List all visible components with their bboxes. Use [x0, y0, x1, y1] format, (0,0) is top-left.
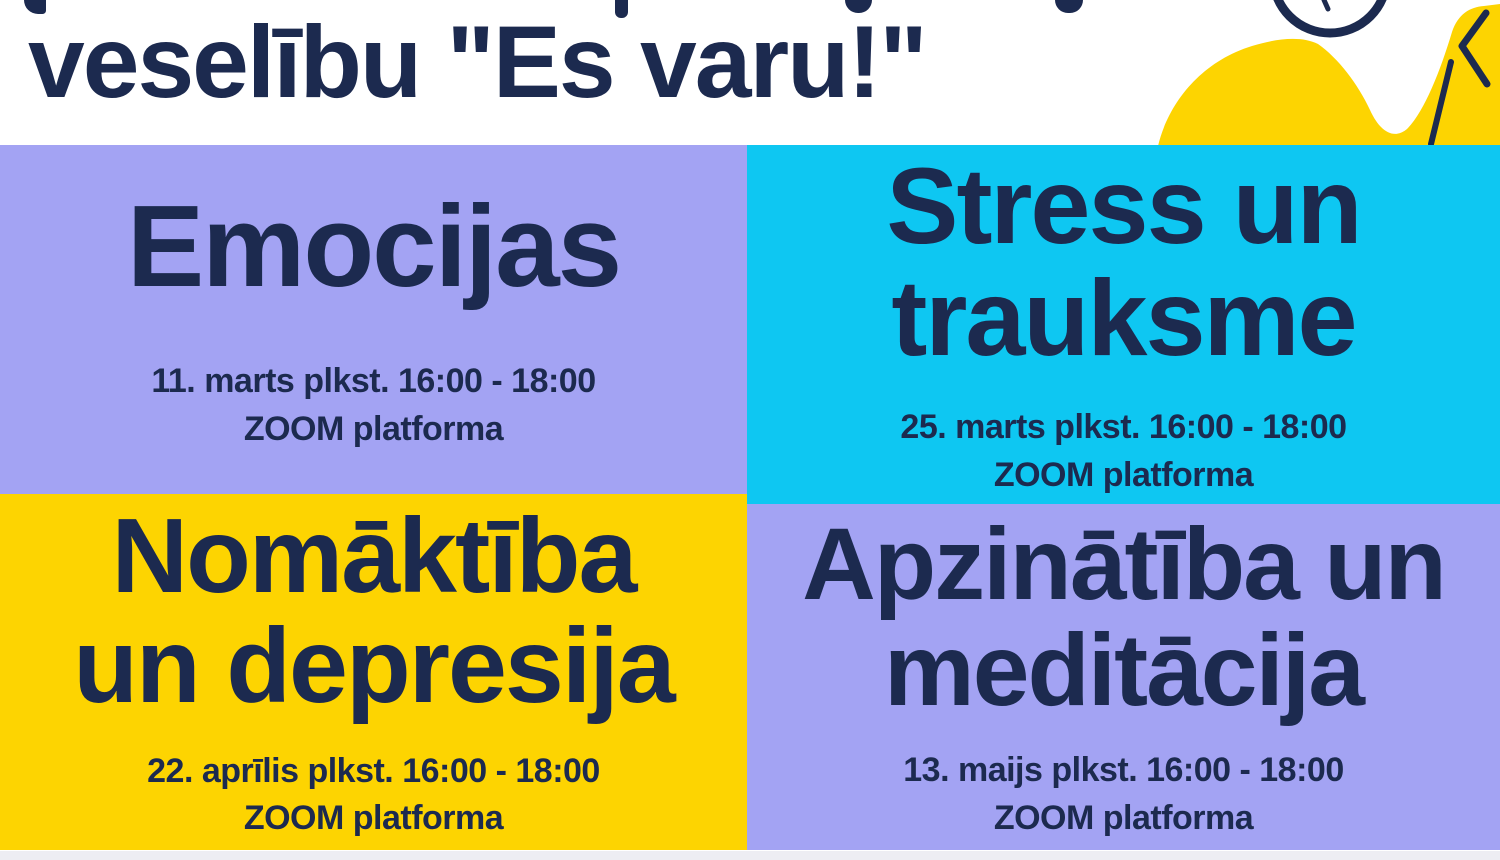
session-title-line: Apzinātība un	[802, 507, 1447, 622]
elbow-stroke	[1458, 9, 1491, 88]
title-descender-fragment	[845, 0, 872, 13]
session-date: 13. maijs plkst. 16:00 - 18:00	[903, 751, 1344, 790]
bottom-edge-strip	[0, 851, 1500, 860]
session-title: Apzinātība un meditācija	[802, 507, 1447, 728]
session-card-emocijas: Emocijas 11. marts plkst. 16:00 - 18:00 …	[0, 145, 747, 494]
chin-stroke	[1321, 0, 1331, 12]
session-title-line: trauksme	[891, 256, 1357, 378]
session-title-line: un depresija	[73, 607, 675, 726]
session-card-stress: Stress un trauksme 25. marts plkst. 16:0…	[747, 145, 1500, 504]
yellow-shirt	[1158, 4, 1500, 146]
session-date: 22. aprīlis plkst. 16:00 - 18:00	[147, 751, 600, 790]
poster-title: veselību "Es varu!"	[28, 5, 928, 119]
session-meta: 11. marts plkst. 16:00 - 18:00 ZOOM plat…	[151, 358, 596, 453]
session-title-line: Emocijas	[126, 180, 622, 311]
session-title-line: meditācija	[884, 613, 1365, 728]
arm-stroke	[1428, 59, 1454, 146]
session-card-apzinatiba: Apzinātība un meditācija 13. maijs plkst…	[747, 504, 1500, 850]
title-descender-fragment	[1055, 0, 1083, 13]
session-platform: ZOOM platforma	[243, 799, 504, 838]
session-platform: ZOOM platforma	[243, 409, 504, 448]
header-band: veselību "Es varu!"	[0, 0, 1500, 146]
session-platform: ZOOM platforma	[993, 799, 1254, 838]
session-meta: 25. marts plkst. 16:00 - 18:00 ZOOM plat…	[900, 404, 1347, 499]
session-date: 25. marts plkst. 16:00 - 18:00	[900, 408, 1347, 447]
title-descender-fragment	[615, 0, 628, 18]
session-title-line: Stress un	[886, 144, 1362, 266]
person-illustration	[1158, 0, 1500, 146]
head-outline-icon	[1273, 0, 1387, 38]
session-title: Nomāktība un depresija	[73, 497, 675, 726]
session-card-nomaktiba: Nomāktība un depresija 22. aprīlis plkst…	[0, 494, 747, 850]
session-title: Stress un trauksme	[886, 144, 1362, 378]
session-date: 11. marts plkst. 16:00 - 18:00	[151, 362, 596, 401]
session-title: Emocijas	[126, 180, 622, 311]
session-title-line: Nomāktība	[111, 497, 638, 616]
session-platform: ZOOM platforma	[993, 455, 1254, 494]
title-descender-fragment	[24, 0, 46, 14]
session-meta: 13. maijs plkst. 16:00 - 18:00 ZOOM plat…	[903, 747, 1344, 842]
session-meta: 22. aprīlis plkst. 16:00 - 18:00 ZOOM pl…	[147, 748, 600, 843]
